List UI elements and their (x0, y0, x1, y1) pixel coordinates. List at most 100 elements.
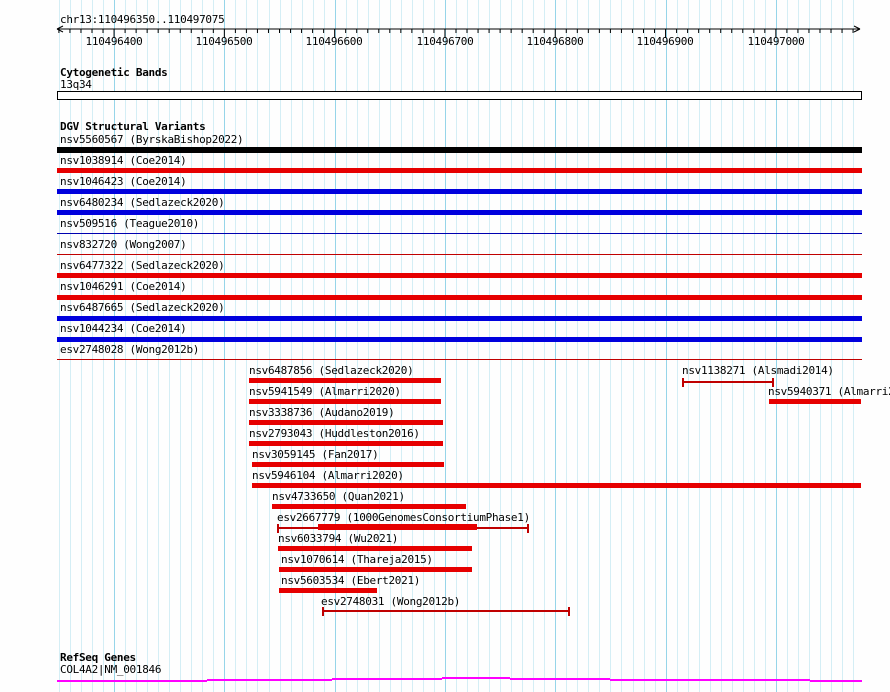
variant-bar[interactable] (57, 337, 862, 342)
gridline-minor (709, 0, 711, 692)
gridline-major (114, 0, 115, 692)
variant-label[interactable]: nsv6033794 (Wu2021) (278, 532, 399, 545)
gene-label[interactable]: COL4A2|NM_001846 (60, 663, 162, 676)
gridline-minor (687, 0, 689, 692)
variant-label[interactable]: nsv5560567 (ByrskaBishop2022) (60, 133, 244, 146)
variant-bar[interactable] (57, 189, 862, 194)
variant-label[interactable]: nsv1038914 (Coe2014) (60, 154, 187, 167)
variant-line[interactable] (57, 254, 862, 255)
variant-label[interactable]: nsv1044234 (Coe2014) (60, 322, 187, 335)
gridline-minor (654, 0, 656, 692)
variant-range-line[interactable] (682, 381, 774, 383)
gridline-major (775, 0, 777, 692)
gene-intron-line[interactable] (57, 680, 207, 682)
variant-bar[interactable] (318, 524, 477, 530)
gridline-minor (125, 0, 127, 692)
gene-intron-line[interactable] (810, 680, 862, 682)
variant-label[interactable]: esv2748028 (Wong2012b) (60, 343, 200, 356)
gridline-minor (147, 0, 149, 692)
gridline-minor (235, 0, 237, 692)
variant-bar[interactable] (252, 462, 444, 467)
variant-label[interactable]: nsv1046423 (Coe2014) (60, 175, 187, 188)
variant-bar[interactable] (769, 399, 861, 404)
gridline-major (334, 0, 336, 692)
variant-label[interactable]: nsv5940371 (Almarri2020) (768, 385, 890, 398)
variant-bar[interactable] (278, 546, 472, 551)
variant-label[interactable]: nsv1138271 (Alsmadi2014) (682, 364, 834, 377)
gridline-minor (820, 0, 821, 692)
gridline-minor (742, 0, 744, 692)
cytoband-bar[interactable] (57, 91, 862, 100)
variant-label[interactable]: nsv5603534 (Ebert2021) (281, 574, 421, 587)
variant-bar[interactable] (57, 295, 862, 300)
variant-bar[interactable] (57, 147, 862, 153)
variant-bar[interactable] (249, 378, 441, 383)
gridline-minor (356, 0, 358, 692)
variant-bar[interactable] (272, 504, 466, 509)
variant-range-endcap[interactable] (772, 378, 774, 387)
gridline-minor (566, 0, 568, 692)
variant-label[interactable]: esv2748031 (Wong2012b) (321, 595, 461, 608)
variant-label[interactable]: nsv4733650 (Quan2021) (272, 490, 405, 503)
gridline-minor (842, 0, 843, 692)
gridline-minor (456, 0, 457, 692)
gridline-minor (433, 0, 435, 692)
gene-intron-line[interactable] (610, 679, 810, 681)
variant-bar[interactable] (57, 210, 862, 215)
gridline-major (224, 0, 226, 692)
variant-label[interactable]: nsv832720 (Wong2007) (60, 238, 187, 251)
variant-bar[interactable] (249, 399, 441, 404)
cytoband-label: 13q34 (60, 78, 92, 91)
variant-range-endcap[interactable] (568, 607, 570, 616)
variant-label[interactable]: nsv2793043 (Huddleston2016) (249, 427, 420, 440)
variant-bar[interactable] (57, 168, 862, 173)
variant-line[interactable] (57, 359, 862, 360)
gridline-minor (467, 0, 468, 692)
variant-bar[interactable] (57, 316, 862, 321)
variant-bar[interactable] (249, 420, 443, 425)
ruler-tick-label: 110496800 (526, 35, 584, 48)
variant-bar[interactable] (252, 483, 861, 488)
variant-range-endcap[interactable] (322, 607, 324, 616)
gridline-minor (378, 0, 380, 692)
variant-bar[interactable] (249, 441, 443, 446)
variant-label[interactable]: nsv5946104 (Almarri2020) (252, 469, 404, 482)
gridline-minor (345, 0, 347, 692)
gridline-minor (92, 0, 93, 692)
variant-bar[interactable] (279, 588, 377, 593)
variant-label[interactable]: nsv6480234 (Sedlazeck2020) (60, 196, 225, 209)
section-header-refseq: RefSeq Genes (60, 651, 136, 664)
variant-label[interactable]: nsv6487665 (Sedlazeck2020) (60, 301, 225, 314)
gene-intron-line[interactable] (510, 678, 610, 680)
variant-label[interactable]: nsv1046291 (Coe2014) (60, 280, 187, 293)
variant-range-endcap[interactable] (682, 378, 684, 387)
gridline-minor (400, 0, 402, 692)
gene-intron-line[interactable] (207, 679, 332, 681)
variant-label[interactable]: nsv6487856 (Sedlazeck2020) (249, 364, 414, 377)
gridline-minor (268, 0, 270, 692)
variant-label[interactable]: nsv509516 (Teague2010) (60, 217, 200, 230)
variant-bar[interactable] (57, 273, 862, 278)
gene-intron-line[interactable] (442, 677, 510, 679)
variant-label[interactable]: nsv3338736 (Audano2019) (249, 406, 395, 419)
gridline-minor (246, 0, 248, 692)
gridline-minor (533, 0, 535, 692)
variant-label[interactable]: nsv5941549 (Almarri2020) (249, 385, 401, 398)
variant-bar[interactable] (279, 567, 472, 572)
variant-label[interactable]: esv2667779 (1000GenomesConsortiumPhase1) (277, 511, 530, 524)
variant-line[interactable] (57, 233, 862, 234)
variant-label[interactable]: nsv1070614 (Thareja2015) (281, 553, 433, 566)
variant-label[interactable]: nsv6477322 (Sedlazeck2020) (60, 259, 225, 272)
ruler-tick-label: 110496700 (416, 35, 474, 48)
gridline-minor (577, 0, 579, 692)
gridline-minor (511, 0, 513, 692)
region-title: chr13:110496350..110497075 (60, 13, 225, 26)
variant-range-line[interactable] (322, 610, 570, 612)
variant-label[interactable]: nsv3059145 (Fan2017) (252, 448, 379, 461)
gridline-minor (202, 0, 204, 692)
variant-range-endcap[interactable] (527, 524, 529, 533)
gene-intron-line[interactable] (332, 678, 442, 680)
ruler-right-arrow-icon (853, 28, 861, 33)
variant-range-endcap[interactable] (277, 524, 279, 533)
gridline-minor (279, 0, 281, 692)
